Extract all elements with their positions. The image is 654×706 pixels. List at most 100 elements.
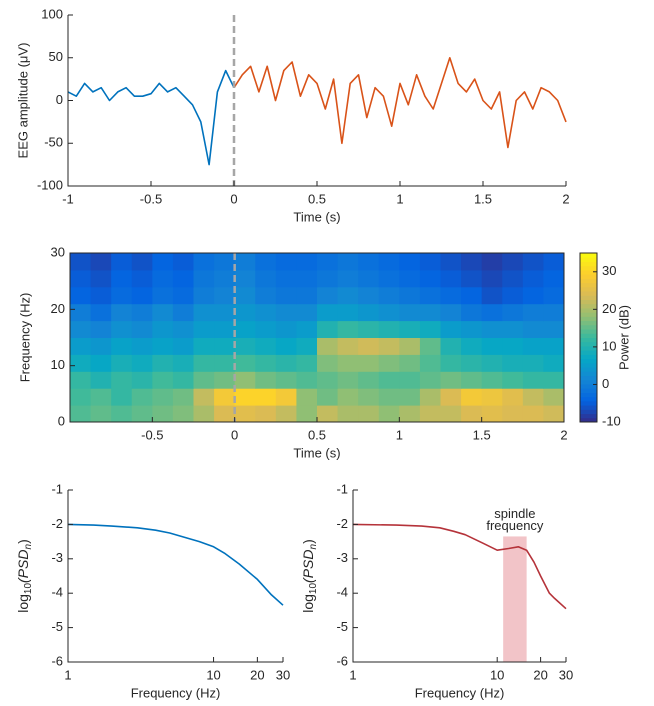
heatmap-cell [90, 253, 112, 271]
heatmap-cell [275, 303, 297, 322]
colorbar-swatch [580, 358, 597, 364]
heatmap-cell [399, 253, 421, 271]
colorbar-swatch [580, 253, 597, 258]
x-tick-label: 10 [490, 667, 504, 682]
colorbar-swatch [580, 388, 597, 393]
heatmap-cell [461, 286, 483, 305]
heatmap-cell [337, 269, 359, 288]
y-tick-label: -3 [51, 550, 63, 565]
heatmap-cell [193, 253, 215, 271]
x-axis-label: Time (s) [293, 445, 340, 460]
x-tick-label: 0.5 [308, 427, 326, 442]
heatmap-cell [131, 303, 153, 322]
heatmap-cell [234, 269, 256, 288]
heatmap-cell [214, 303, 236, 322]
heatmap-cell [440, 405, 462, 423]
heatmap-cell [152, 405, 174, 423]
heatmap-cell [296, 388, 318, 406]
heatmap-cell [255, 303, 277, 322]
heatmap-cell [378, 371, 400, 389]
heatmap-cell [172, 354, 194, 372]
heatmap-cell [358, 354, 380, 372]
heatmap-cell [111, 337, 133, 355]
y-axis-label-part: 10 [23, 583, 34, 595]
heatmap-cell [111, 354, 133, 372]
heatmap-cell [193, 269, 215, 288]
heatmap-cell [296, 269, 318, 288]
heatmap-cell [131, 286, 153, 305]
heatmap-cell [543, 354, 565, 372]
heatmap-cell [378, 388, 400, 406]
y-tick-label: -2 [51, 516, 63, 531]
heatmap-cell [255, 337, 277, 355]
heatmap-cell [234, 354, 256, 372]
heatmap-cell [337, 354, 359, 372]
heatmap-cell [70, 354, 92, 372]
data-line [67, 523, 284, 606]
band-label: frequency [486, 518, 544, 533]
heatmap-cell [234, 388, 256, 406]
colorbar-swatch [580, 405, 597, 410]
heatmap-cell [543, 253, 565, 271]
heatmap-cell [358, 405, 380, 423]
heatmap-cell [255, 286, 277, 305]
y-tick-label: -3 [336, 550, 348, 565]
heatmap-cell [419, 354, 441, 372]
heatmap-cell [214, 269, 236, 288]
y-tick-label: -4 [51, 585, 63, 600]
heatmap-cell [337, 388, 359, 406]
colorbar-swatch [580, 282, 597, 288]
heatmap-cell [317, 371, 339, 389]
colorbar-label: Power (dB) [616, 305, 631, 370]
y-axis-label-part: n [23, 543, 34, 549]
heatmap-cell [152, 253, 174, 271]
heatmap-cell [461, 253, 483, 271]
colorbar-swatch [580, 316, 597, 322]
heatmap-cell [152, 354, 174, 372]
colorbar-swatch [580, 379, 597, 385]
x-axis-label: Frequency (Hz) [415, 685, 505, 700]
x-tick-label: 1.5 [474, 191, 492, 206]
heatmap-cell [90, 337, 112, 355]
colorbar-tick-label: 30 [602, 263, 616, 278]
y-tick-label: -6 [336, 653, 348, 668]
heatmap-cell [378, 405, 400, 423]
heatmap-cell [522, 388, 544, 406]
heatmap-cell [461, 303, 483, 322]
heatmap-cell [378, 253, 400, 271]
heatmap-cell [255, 371, 277, 389]
colorbar-swatch [580, 354, 597, 360]
heatmap-cell [378, 354, 400, 372]
heatmap-cell [378, 320, 400, 338]
heatmap-cell [70, 371, 92, 389]
heatmap-cell [70, 286, 92, 305]
colorbar-swatch [580, 265, 597, 271]
heatmap-cell [543, 405, 565, 423]
band-label: spindle [494, 506, 535, 521]
heatmap-cell [481, 371, 503, 389]
x-tick-label: 30 [559, 667, 573, 682]
heatmap-cell [440, 354, 462, 372]
y-tick-label: 0 [56, 92, 63, 107]
colorbar-tick-label: 0 [602, 376, 609, 391]
heatmap-cell [358, 253, 380, 271]
heatmap-cell [275, 354, 297, 372]
heatmap-cell [317, 337, 339, 355]
heatmap-cell [522, 303, 544, 322]
heatmap-cell [172, 269, 194, 288]
heatmap-cell [440, 253, 462, 271]
colorbar-swatch [580, 333, 597, 338]
heatmap-cell [522, 354, 544, 372]
y-axis-label: log10(PSDn) [300, 539, 319, 613]
colorbar-swatch [580, 367, 597, 372]
colorbar-swatch [580, 329, 597, 334]
heatmap-cell [131, 337, 153, 355]
heatmap-cell [214, 320, 236, 338]
heatmap-cell [502, 286, 524, 305]
highlight-band [503, 536, 527, 662]
colorbar-frame [579, 252, 598, 423]
heatmap-cell [152, 286, 174, 305]
colorbar-tick-label: -10 [602, 413, 621, 428]
heatmap-cell [131, 388, 153, 406]
